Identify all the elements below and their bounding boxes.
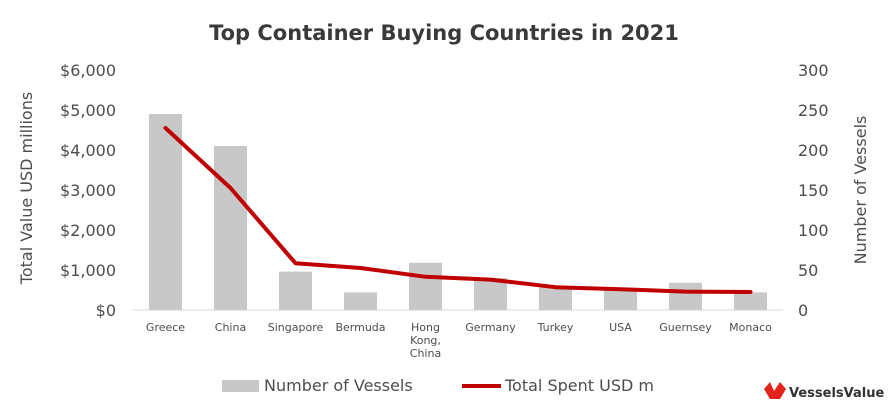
left-y-tick-label: $3,000: [60, 181, 116, 200]
legend-label-bars: Number of Vessels: [264, 376, 413, 395]
category-label: Turkey: [537, 321, 574, 334]
x-axis-categories: Greece China Singapore Bermuda HongKong,Chin…: [146, 321, 772, 360]
bar-series: [149, 114, 767, 310]
left-y-tick-label: $0: [96, 301, 116, 320]
category-label: China: [410, 347, 441, 360]
left-y-tick-label: $1,000: [60, 261, 116, 280]
category-label: USA: [609, 321, 632, 334]
right-y-axis: 0 50 100 150 200 250 300: [798, 61, 829, 320]
chart-title: Top Container Buying Countries in 2021: [209, 21, 679, 45]
vesselsvalue-logo-text: VesselsValue: [789, 386, 884, 401]
right-y-tick-label: 50: [798, 261, 818, 280]
line-series: [163, 126, 753, 294]
category-label: Bermuda: [335, 321, 385, 334]
bar: [149, 114, 182, 310]
bar: [344, 292, 377, 310]
category-label: Greece: [146, 321, 185, 334]
legend-swatch-bars: [222, 380, 259, 392]
left-y-tick-label: $6,000: [60, 61, 116, 80]
left-y-tick-label: $5,000: [60, 101, 116, 120]
legend: Number of Vessels Total Spent USD m: [222, 376, 654, 395]
legend-label-line: Total Spent USD m: [504, 376, 654, 395]
right-y-axis-label: Number of Vessels: [851, 116, 870, 265]
vesselsvalue-logo: VesselsValue: [764, 382, 884, 401]
right-y-tick-label: 300: [798, 61, 829, 80]
vesselsvalue-logo-icon: [764, 382, 786, 399]
category-label: Germany: [465, 321, 516, 334]
left-y-tick-label: $4,000: [60, 141, 116, 160]
right-y-tick-label: 150: [798, 181, 829, 200]
left-y-axis: $0 $1,000 $2,000 $3,000 $4,000 $5,000 $6,000: [60, 61, 116, 320]
bar: [214, 146, 247, 310]
bar: [539, 286, 572, 310]
category-label: Kong,: [410, 334, 441, 347]
right-y-tick-label: 250: [798, 101, 829, 120]
category-label: Guernsey: [659, 321, 712, 334]
category-label: Singapore: [268, 321, 324, 334]
bar: [734, 292, 767, 310]
category-label: China: [215, 321, 246, 334]
category-label: Monaco: [729, 321, 772, 334]
series-line: [163, 126, 753, 294]
bar: [474, 278, 507, 310]
category-label: Hong: [411, 321, 440, 334]
bar: [604, 288, 637, 310]
bar: [279, 271, 312, 310]
right-y-tick-label: 0: [798, 301, 808, 320]
right-y-tick-label: 200: [798, 141, 829, 160]
bar: [669, 282, 702, 310]
right-y-tick-label: 100: [798, 221, 829, 240]
left-y-tick-label: $2,000: [60, 221, 116, 240]
left-y-axis-label: Total Value USD millions: [17, 92, 36, 285]
bar: [409, 262, 442, 310]
